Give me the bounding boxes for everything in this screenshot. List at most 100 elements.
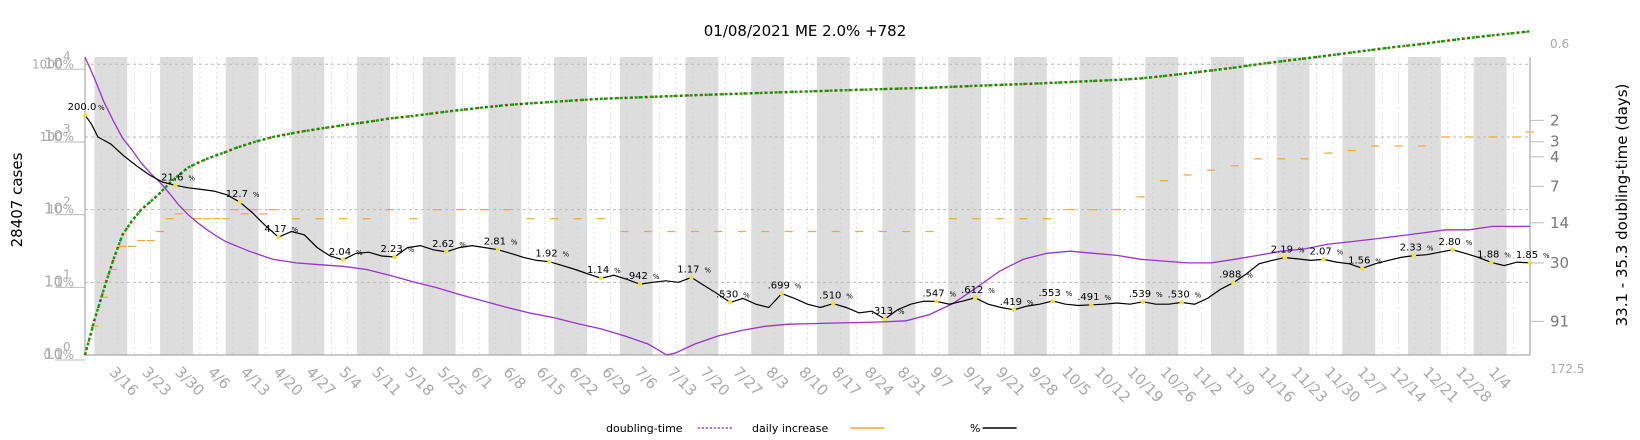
left-tick-label: 10 bbox=[44, 127, 63, 145]
annotation-marker bbox=[727, 300, 733, 305]
week-band bbox=[554, 57, 587, 355]
annotation-marker bbox=[547, 259, 552, 264]
x-tick-label: 5/25 bbox=[434, 363, 471, 400]
legend-label: % bbox=[970, 422, 980, 435]
left-tick-label: 10 bbox=[44, 200, 63, 218]
x-tick-label: 10/5 bbox=[1058, 363, 1095, 400]
week-band bbox=[1473, 57, 1507, 355]
week-band bbox=[225, 57, 259, 355]
left-tick-exponent: 0 bbox=[63, 340, 71, 354]
annotation-pct-sign: % bbox=[704, 266, 711, 274]
x-tick-label: 7/20 bbox=[697, 363, 734, 400]
x-tick-label: 4/20 bbox=[270, 363, 307, 400]
x-tick-label: 8/24 bbox=[861, 363, 898, 400]
annotation-marker bbox=[689, 275, 694, 280]
annotation-pct-sign: % bbox=[1504, 251, 1511, 259]
annotation-pct-sign: % bbox=[356, 249, 363, 257]
x-tick-label: 9/28 bbox=[1025, 363, 1062, 400]
x-tick-label: 9/14 bbox=[959, 363, 996, 400]
annotation-marker bbox=[276, 235, 281, 240]
week-band bbox=[357, 57, 390, 355]
annotation-label: .530 bbox=[716, 289, 738, 300]
x-tick-label: 9/7 bbox=[927, 363, 957, 393]
annotation-label: .313 bbox=[871, 306, 893, 317]
annotation-marker bbox=[392, 254, 397, 260]
annotation-label: 2.33 bbox=[1400, 243, 1422, 254]
annotation-pct-sign: % bbox=[562, 251, 569, 259]
week-band bbox=[488, 57, 522, 355]
left-axis-label: 28407 cases bbox=[8, 152, 26, 247]
week-band bbox=[291, 57, 325, 355]
annotation-pct-sign: % bbox=[98, 104, 105, 112]
left-tick-label: 10 bbox=[44, 272, 63, 290]
x-tick-label: 4/27 bbox=[303, 363, 340, 400]
left-tick-label: 10 bbox=[44, 54, 63, 72]
annotation-marker bbox=[1282, 255, 1288, 260]
annotation-label: 2.23 bbox=[381, 244, 403, 255]
annotation-pct-sign: % bbox=[743, 291, 750, 299]
annotation-label: 1.92 bbox=[535, 249, 557, 260]
annotation-label: .539 bbox=[1129, 289, 1151, 300]
annotation-label: .510 bbox=[819, 291, 841, 302]
percent-tick-label: 1% bbox=[55, 275, 74, 289]
annotation-label: 1.14 bbox=[587, 265, 609, 276]
annotation-label: .491 bbox=[1077, 292, 1099, 303]
annotation-label: 2.19 bbox=[1271, 245, 1293, 256]
x-tick-label: 11/9 bbox=[1222, 363, 1259, 400]
x-tick-label: 6/8 bbox=[500, 363, 530, 393]
annotation-marker bbox=[173, 183, 178, 188]
annotation-label: 2.80 bbox=[1438, 237, 1460, 248]
annotation-marker bbox=[1411, 253, 1417, 258]
x-tick-label: 11/23 bbox=[1288, 363, 1331, 406]
annotation-pct-sign: % bbox=[1543, 252, 1550, 260]
week-band bbox=[1013, 57, 1047, 355]
right-tick-label: 172.5 bbox=[1550, 362, 1584, 376]
annotation-marker bbox=[444, 249, 449, 255]
cases-series bbox=[83, 30, 1531, 356]
annotation-marker bbox=[1089, 302, 1094, 307]
annotation-marker bbox=[1450, 247, 1455, 253]
x-tick-label: 8/17 bbox=[828, 363, 865, 400]
annotation-label: 1.88 bbox=[1477, 249, 1499, 260]
x-tick-label: 8/10 bbox=[795, 363, 832, 400]
annotation-pct-sign: % bbox=[459, 241, 466, 249]
annotation-pct-sign: % bbox=[1156, 291, 1163, 299]
annotation-pct-sign: % bbox=[653, 273, 660, 281]
annotation-pct-sign: % bbox=[1427, 245, 1434, 253]
annotation-pct-sign: % bbox=[1066, 290, 1073, 298]
x-tick-label: 5/18 bbox=[401, 363, 438, 400]
annotation-marker bbox=[237, 199, 243, 205]
annotation-pct-sign: % bbox=[988, 287, 995, 295]
left-tick-exponent: 1 bbox=[63, 267, 71, 281]
right-tick-label: 4 bbox=[1550, 148, 1560, 166]
chart-title: 01/08/2021 ME 2.0% +782 bbox=[704, 22, 907, 40]
annotation-label: .419 bbox=[1000, 297, 1022, 308]
annotation-pct-sign: % bbox=[1195, 291, 1202, 299]
x-tick-label: 7/27 bbox=[730, 363, 767, 400]
legend-label: doubling-time bbox=[606, 422, 683, 435]
left-tick-exponent: 4 bbox=[63, 49, 71, 63]
annotation-label: 1.85 bbox=[1516, 250, 1538, 261]
left-tick-exponent: 2 bbox=[63, 195, 71, 209]
annotation-label: 12.7 bbox=[226, 189, 248, 200]
annotation-label: .942 bbox=[626, 271, 648, 282]
annotation-label: .553 bbox=[1039, 288, 1061, 299]
annotation-marker bbox=[1360, 266, 1365, 271]
week-band bbox=[1408, 57, 1441, 355]
percent-tick-label: 10% bbox=[47, 203, 74, 217]
annotations: 200.0 % 21.6 % 12.7 % 4.17 % 2.04% 2.23 % 2.62% 2.81… bbox=[68, 102, 1550, 322]
annotation-pct-sign: % bbox=[188, 174, 195, 182]
week-band bbox=[816, 57, 850, 355]
legend-label: daily increase bbox=[752, 422, 828, 435]
annotation-label: .988 bbox=[1219, 270, 1241, 281]
annotation-marker bbox=[82, 112, 88, 118]
week-band bbox=[1276, 57, 1310, 355]
annotation-label: 1.56 bbox=[1348, 255, 1370, 266]
annotation-label: .530 bbox=[1168, 289, 1190, 300]
x-tick-label: 10/12 bbox=[1091, 363, 1134, 406]
week-band bbox=[1342, 57, 1376, 355]
x-tick-label: 6/1 bbox=[467, 363, 497, 393]
annotation-pct-sign: % bbox=[1027, 299, 1034, 307]
annotation-marker bbox=[495, 247, 501, 252]
